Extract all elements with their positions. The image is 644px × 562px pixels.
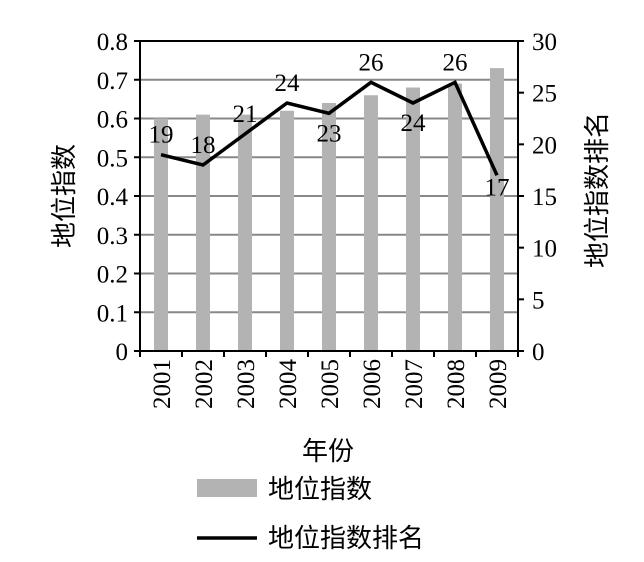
data-label: 17: [485, 174, 510, 201]
bar: [490, 68, 504, 351]
y-tick-label: 0.7: [97, 68, 128, 95]
bar-series: [154, 68, 504, 351]
y2-tick-label: 5: [532, 287, 545, 314]
bar: [238, 114, 252, 351]
x-tick-label: 2004: [275, 359, 302, 410]
x-tick-label: 2002: [191, 359, 218, 409]
data-label: 18: [191, 132, 216, 159]
x-axis-ticks: 2001 2002 2003 2004 2005 2006 2007 2008 2009: [139, 351, 519, 410]
y2-tick-label: 15: [532, 184, 557, 211]
x-axis-title: 年份: [302, 437, 354, 466]
y2-tick-label: 20: [532, 132, 557, 159]
legend-line-label: 地位指数排名: [268, 524, 424, 553]
y-axis-title: 地位指数: [50, 144, 79, 248]
legend: 地位指数 地位指数排名: [197, 475, 424, 553]
y-tick-label: 0.6: [97, 107, 128, 134]
y-tick-label: 0.1: [97, 300, 128, 327]
x-tick-label: 2007: [401, 359, 428, 409]
y-tick-label: 0.4: [97, 184, 129, 211]
data-label: 26: [443, 49, 468, 76]
x-tick-label: 2003: [233, 359, 260, 409]
y-tick-label: 0.3: [97, 223, 128, 250]
y-tick-label: 0.2: [97, 262, 128, 289]
x-tick-label: 2005: [317, 359, 344, 409]
data-label: 21: [233, 101, 258, 128]
data-label: 23: [317, 120, 342, 147]
x-tick-label: 2001: [149, 359, 176, 409]
x-tick-label: 2008: [443, 359, 470, 409]
bar: [406, 87, 420, 351]
bar: [280, 110, 294, 351]
data-labels: 19 18 21 24 23 26 24 26 17: [149, 49, 510, 201]
ranking-line: [160, 79, 499, 177]
y2-tick-label: 25: [532, 81, 557, 108]
y2-axis-title: 地位指数排名: [583, 112, 612, 268]
y-tick-label: 0: [116, 339, 129, 366]
legend-bar-label: 地位指数: [268, 475, 372, 504]
bar: [322, 103, 336, 351]
right-axis-ticks: 0 5 10 15 20 25 30: [518, 29, 557, 366]
bar: [196, 114, 210, 351]
x-tick-label: 2006: [359, 359, 386, 409]
y-tick-label: 0.5: [97, 145, 128, 172]
y2-tick-label: 10: [532, 236, 557, 263]
data-label: 26: [359, 49, 384, 76]
y-tick-label: 0.8: [97, 29, 128, 56]
bar: [154, 118, 168, 351]
bar: [364, 95, 378, 351]
x-tick-label: 2009: [485, 359, 512, 409]
legend-bar-swatch: [197, 479, 257, 497]
y2-tick-label: 30: [532, 29, 557, 56]
bar: [448, 83, 462, 351]
line-series: [160, 79, 499, 177]
data-label: 24: [401, 110, 427, 137]
data-label: 19: [149, 122, 174, 149]
left-axis-ticks: 0 0.1 0.2 0.3 0.4 0.5 0.6 0.7 0.8: [97, 29, 140, 366]
y2-tick-label: 0: [532, 339, 545, 366]
data-label: 24: [275, 70, 301, 97]
